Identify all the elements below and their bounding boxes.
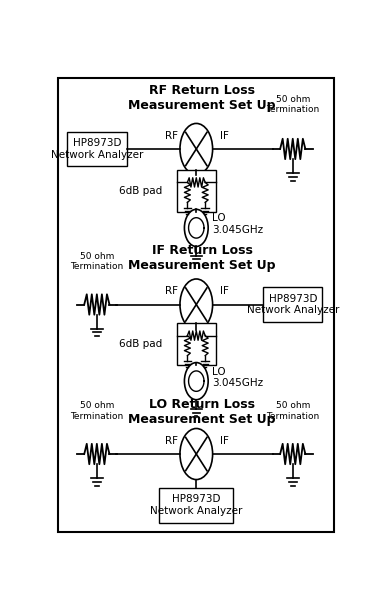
Text: IF: IF: [220, 435, 229, 446]
Circle shape: [185, 209, 208, 247]
Text: LO
3.045GHz: LO 3.045GHz: [212, 213, 263, 235]
Text: 50 ohm
Termination: 50 ohm Termination: [70, 401, 123, 421]
Text: 50 ohm
Termination: 50 ohm Termination: [266, 401, 319, 421]
Text: IF: IF: [220, 286, 229, 296]
Text: LO
3.045GHz: LO 3.045GHz: [212, 367, 263, 388]
Text: HP8973D
Network Analyzer: HP8973D Network Analyzer: [51, 138, 143, 160]
FancyBboxPatch shape: [67, 131, 126, 166]
Text: 6dB pad: 6dB pad: [119, 339, 162, 349]
Circle shape: [180, 124, 213, 174]
Text: RF: RF: [165, 131, 178, 140]
Text: RF Return Loss
Measurement Set Up: RF Return Loss Measurement Set Up: [128, 84, 276, 112]
Text: RF: RF: [165, 286, 178, 296]
Circle shape: [180, 429, 213, 479]
FancyBboxPatch shape: [159, 488, 233, 523]
FancyBboxPatch shape: [177, 323, 216, 365]
Text: 50 ohm
Termination: 50 ohm Termination: [266, 95, 319, 114]
Text: IF Return Loss
Measurement Set Up: IF Return Loss Measurement Set Up: [128, 244, 276, 272]
Text: RF: RF: [165, 435, 178, 446]
FancyBboxPatch shape: [177, 170, 216, 212]
Text: HP8973D
Network Analyzer: HP8973D Network Analyzer: [247, 294, 339, 315]
FancyBboxPatch shape: [58, 78, 334, 532]
Circle shape: [180, 279, 213, 330]
Text: HP8973D
Network Analyzer: HP8973D Network Analyzer: [150, 494, 242, 516]
Text: 6dB pad: 6dB pad: [119, 186, 162, 196]
FancyBboxPatch shape: [263, 287, 322, 322]
Text: IF: IF: [220, 131, 229, 140]
Circle shape: [185, 362, 208, 400]
Text: LO Return Loss
Measurement Set Up: LO Return Loss Measurement Set Up: [128, 398, 276, 426]
Text: 50 ohm
Termination: 50 ohm Termination: [70, 251, 123, 271]
